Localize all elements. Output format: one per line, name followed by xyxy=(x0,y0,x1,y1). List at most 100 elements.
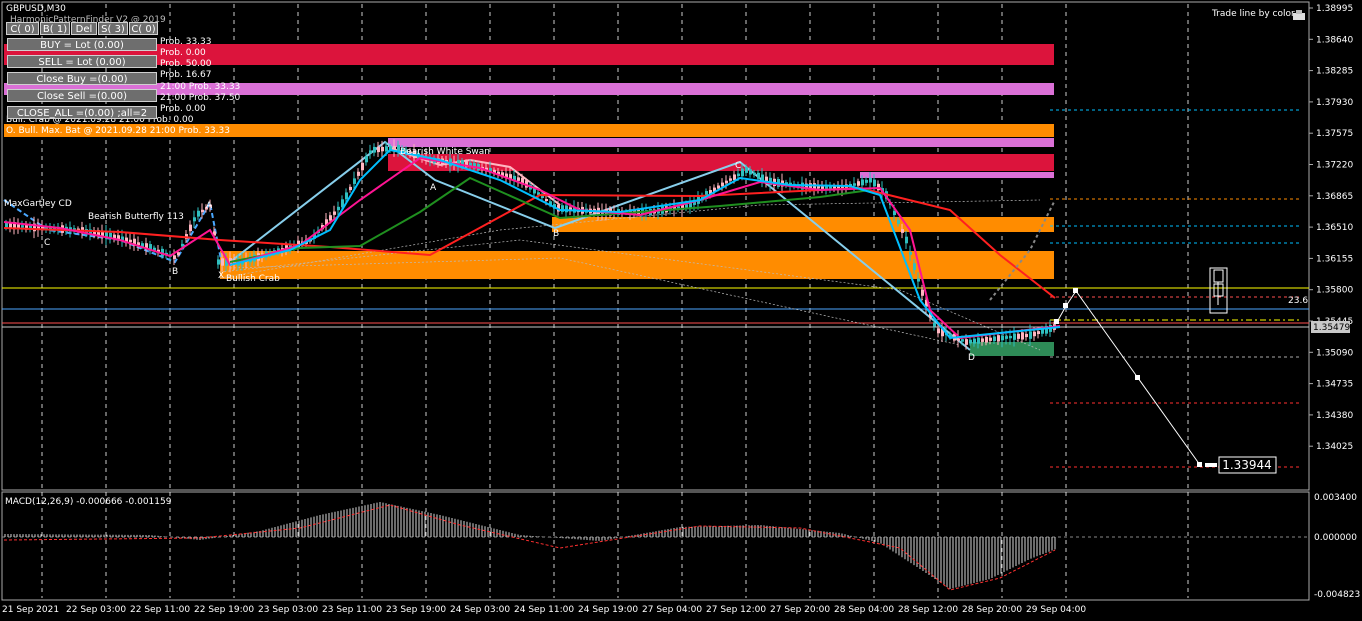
candle-body xyxy=(381,146,384,152)
time-tick-label: 27 Sep 04:00 xyxy=(642,605,702,615)
price-tick-label: 1.38995 xyxy=(1316,4,1353,14)
time-tick-label: 28 Sep 04:00 xyxy=(834,605,894,615)
delete-button[interactable]: Del xyxy=(71,22,97,35)
candle-body xyxy=(817,185,820,189)
candle-body xyxy=(1017,333,1020,339)
candle-body xyxy=(361,162,364,171)
candle-body xyxy=(369,150,372,154)
trade-line-icon[interactable] xyxy=(1292,6,1306,20)
candle-body xyxy=(709,190,712,195)
candle-body xyxy=(389,146,392,151)
candle-body xyxy=(733,174,736,180)
pattern-label-swan: Bearish White Swan xyxy=(400,147,490,157)
sell-button[interactable]: SELL = Lot (0.00) xyxy=(7,55,157,68)
zone-orange-top xyxy=(4,124,1054,137)
candle-body xyxy=(1013,333,1016,340)
candle-body xyxy=(385,146,388,152)
macd-tick-label: -0.004823 xyxy=(1314,590,1360,600)
ma-pink xyxy=(3,156,1061,340)
candle-body xyxy=(497,171,500,175)
time-tick-label: 24 Sep 11:00 xyxy=(514,605,574,615)
close-buy-button[interactable]: Close Buy =(0.00) xyxy=(7,72,157,85)
candle-body xyxy=(53,226,56,231)
candle-body xyxy=(221,258,224,266)
candle-body xyxy=(813,183,816,191)
candle-body xyxy=(461,160,464,168)
pattern-point-labels: A C B A B C D X Bearish White Swan Beari… xyxy=(4,147,1308,363)
macd-axis: 0.003400 0.000000 -0.004823 xyxy=(1314,493,1360,600)
buy-count-button[interactable]: B( 1) xyxy=(40,22,70,35)
candle-body xyxy=(741,168,744,177)
candle-body xyxy=(201,209,204,213)
trade-line-label: Trade line by color xyxy=(1212,9,1295,19)
candle-body xyxy=(905,236,908,244)
close-all-button[interactable]: CLOSE_ALL =(0.00) ;all=2 xyxy=(7,106,157,119)
macd-signal-line xyxy=(3,504,1056,591)
candle-body xyxy=(149,244,152,252)
pattern-list-item: Prob. 0.00 xyxy=(160,104,206,114)
macd-tick-label: 0.003400 xyxy=(1314,493,1357,503)
close-count-button[interactable]: C( 0) xyxy=(6,22,39,35)
close-count-button-2[interactable]: C( 0) xyxy=(129,22,158,35)
candle-body xyxy=(93,230,96,235)
pattern-list-item: 21:00 Prob. 37.50 xyxy=(160,93,241,103)
candle-body xyxy=(97,230,100,237)
target-price-text: 1.33944 xyxy=(1222,458,1272,472)
point-x: X xyxy=(218,271,224,281)
candle-body xyxy=(21,225,24,228)
close-sell-button[interactable]: Close Sell =(0.00) xyxy=(7,89,157,102)
current-price-text: 1.35479 xyxy=(1313,323,1350,333)
candle-body xyxy=(189,224,192,232)
pattern-label-butterfly: Bearish Butterfly 113 xyxy=(88,212,184,222)
candle-body xyxy=(357,171,360,176)
point-b1: B xyxy=(172,267,178,277)
sell-count-button[interactable]: S( 3) xyxy=(98,22,128,35)
candle-body xyxy=(825,184,828,190)
candle-body xyxy=(377,146,380,153)
candle-body xyxy=(45,226,48,231)
candle-body xyxy=(469,162,472,167)
candle-body xyxy=(565,205,568,213)
candle-body xyxy=(37,225,40,231)
pattern-list-item: O. Bull. Max. Bat @ 2021.09.28 21:00 Pro… xyxy=(6,126,230,136)
price-tick-label: 1.37930 xyxy=(1316,98,1353,108)
buy-button[interactable]: BUY = Lot (0.00) xyxy=(7,38,157,51)
candle-body xyxy=(181,243,184,247)
candle-body xyxy=(365,156,368,163)
candle-body xyxy=(49,226,52,231)
candle-body xyxy=(337,206,340,211)
price-tick-label: 1.36510 xyxy=(1316,223,1353,233)
candle-body xyxy=(685,204,688,208)
candle-body xyxy=(917,278,920,282)
candle-body xyxy=(533,187,536,194)
candle-body xyxy=(541,195,544,199)
candle-body xyxy=(125,237,128,242)
point-a2: A xyxy=(206,201,213,211)
candle-body xyxy=(901,229,904,233)
candle-body xyxy=(401,147,404,153)
pattern-legs-blue xyxy=(229,140,971,351)
point-b2: B xyxy=(553,229,559,239)
price-tick-label: 1.35800 xyxy=(1316,286,1353,296)
candle-body xyxy=(505,173,508,178)
price-tick-label: 1.36865 xyxy=(1316,192,1353,202)
candle-body xyxy=(933,322,936,327)
harmonic-patterns xyxy=(3,140,971,351)
candle-body xyxy=(1025,333,1028,338)
symbol-label: GBPUSD,M30 xyxy=(6,4,66,14)
projection-dotted xyxy=(989,199,1056,301)
zone-orchid-mid xyxy=(388,138,1054,147)
candle-body xyxy=(493,169,496,174)
envelope-lines xyxy=(219,199,1041,351)
candle-body xyxy=(681,203,684,211)
zone-orchid-top xyxy=(4,83,1054,95)
pattern-list-item: 21:00 Prob. 33.33 xyxy=(160,82,241,92)
candle-body xyxy=(329,215,332,221)
pattern-list-item: Prob. 0.00 xyxy=(160,48,206,58)
candle-body xyxy=(977,337,980,344)
time-grid xyxy=(41,4,1189,598)
candle-body xyxy=(537,192,540,195)
candle-body xyxy=(41,225,44,231)
candle-body xyxy=(13,222,16,230)
